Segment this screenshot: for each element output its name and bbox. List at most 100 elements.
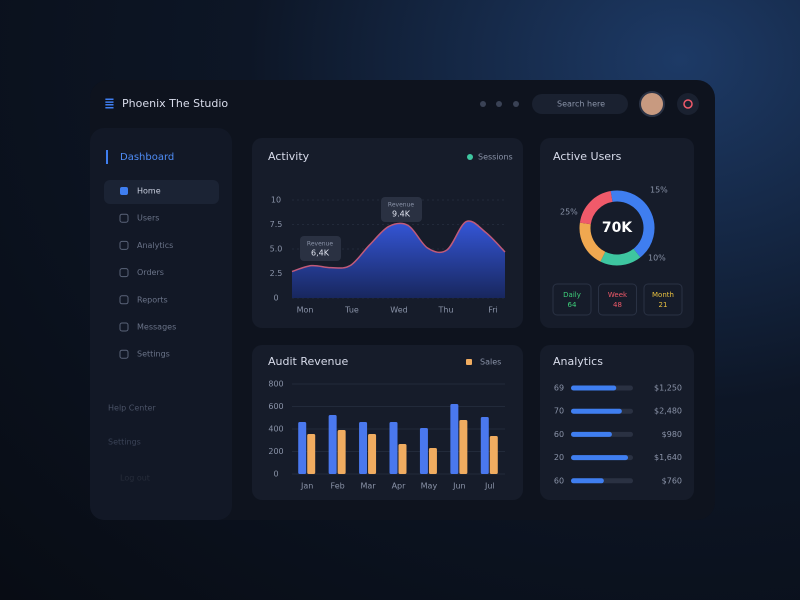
search-placeholder: Search here xyxy=(557,100,605,109)
y-tick-label: 800 xyxy=(268,380,283,389)
icon[interactable] xyxy=(496,101,502,107)
donut-segment xyxy=(610,190,655,258)
nav-label[interactable]: Analytics xyxy=(137,241,173,250)
card-title: Audit Revenue xyxy=(268,355,348,368)
legend-dot xyxy=(467,154,473,160)
card xyxy=(540,138,694,328)
bar xyxy=(398,443,407,474)
y-tick-label: 0 xyxy=(273,294,278,303)
nav-label[interactable]: Users xyxy=(137,214,159,223)
legend-label: Sessions xyxy=(478,153,513,162)
nav-label[interactable]: Orders xyxy=(137,268,164,277)
notification-button[interactable] xyxy=(677,93,699,115)
card-title: Activity xyxy=(268,150,310,163)
area xyxy=(292,220,505,298)
stat-value: 64 xyxy=(568,301,577,309)
nav-label[interactable]: Settings xyxy=(137,350,170,359)
x-tick-label: Apr xyxy=(392,482,407,491)
stat-value: 21 xyxy=(659,301,668,309)
section-marker xyxy=(106,150,108,164)
y-tick-label: 10 xyxy=(271,196,281,205)
donut-segment xyxy=(579,191,613,225)
bar xyxy=(337,430,346,474)
x-tick-label: Wed xyxy=(390,306,407,315)
tooltip-label: Revenue xyxy=(388,202,414,209)
card xyxy=(540,345,694,500)
row-amount: $980 xyxy=(662,430,682,439)
x-tick-label: Fri xyxy=(488,306,498,315)
nav-icon xyxy=(119,349,129,359)
bar xyxy=(307,433,316,474)
row-label: 69 xyxy=(554,384,564,393)
callout: 10% xyxy=(648,254,666,263)
bar xyxy=(450,404,459,474)
nav-icon xyxy=(119,322,129,332)
progress-bar xyxy=(571,408,622,414)
bar xyxy=(389,422,398,474)
donut-segment xyxy=(579,222,606,262)
bar xyxy=(328,415,337,474)
legend-swatch xyxy=(466,359,472,365)
icon[interactable] xyxy=(513,101,519,107)
donut-segment xyxy=(600,248,641,266)
x-tick-label: Thu xyxy=(437,306,453,315)
tooltip xyxy=(300,236,341,261)
nav-icon xyxy=(119,213,129,223)
stat-value: 48 xyxy=(613,301,622,309)
x-tick-label: Mar xyxy=(361,482,377,491)
nav-icon xyxy=(119,240,129,250)
y-tick-label: 2.5 xyxy=(270,269,283,278)
y-tick-label: 600 xyxy=(268,402,283,411)
tooltip-value: 6,4K xyxy=(311,249,330,258)
bar xyxy=(368,433,377,474)
row-amount: $1,250 xyxy=(654,384,682,393)
nav-label[interactable]: Reports xyxy=(137,295,168,304)
icon[interactable] xyxy=(480,101,486,107)
x-tick-label: May xyxy=(421,482,438,491)
row-label: 60 xyxy=(554,476,564,485)
stat-box xyxy=(598,283,637,316)
stat-label: Month xyxy=(652,291,674,299)
row-label: 70 xyxy=(554,407,564,416)
x-tick-label: Feb xyxy=(331,482,345,491)
footer-link[interactable]: Help Center xyxy=(108,404,156,413)
progress-bar xyxy=(571,431,612,437)
bar xyxy=(489,435,498,474)
row-amount: $1,640 xyxy=(654,453,682,462)
active-nav xyxy=(104,180,219,204)
progress-bar xyxy=(571,385,617,391)
row-amount: $2,480 xyxy=(654,407,682,416)
nav-label[interactable]: Messages xyxy=(137,323,176,332)
line xyxy=(291,220,506,273)
bar xyxy=(298,422,307,474)
bar xyxy=(359,422,368,474)
search-box[interactable] xyxy=(532,94,628,114)
nav-label[interactable]: Home xyxy=(137,187,161,196)
nav-icon xyxy=(119,295,129,305)
footer-link[interactable]: Settings xyxy=(108,438,141,447)
y-tick-label: 5.0 xyxy=(270,245,283,254)
y-tick-label: 7.5 xyxy=(270,220,283,229)
footer-link[interactable]: Log out xyxy=(120,474,150,483)
card-title: Analytics xyxy=(553,355,603,368)
legend-label: Sales xyxy=(480,358,501,367)
nav-icon xyxy=(119,268,129,278)
stat-label: Daily xyxy=(563,291,581,299)
card-title: Active Users xyxy=(553,150,622,163)
x-tick-label: Jul xyxy=(484,482,495,491)
row-label: 20 xyxy=(554,453,564,462)
brand: Phoenix The Studio xyxy=(122,97,228,110)
progress-bar xyxy=(571,455,629,461)
row-label: 60 xyxy=(554,430,564,439)
sidebar xyxy=(90,128,232,520)
row-amount: $760 xyxy=(662,476,682,485)
x-tick-label: Tue xyxy=(344,306,359,315)
x-tick-label: Jun xyxy=(452,482,466,491)
tooltip-value: 9.4K xyxy=(392,210,411,219)
bar xyxy=(459,420,468,474)
y-tick-label: 0 xyxy=(273,470,278,479)
section-title: Dashboard xyxy=(120,152,174,163)
avatar[interactable] xyxy=(639,91,665,117)
tooltip xyxy=(381,197,422,222)
